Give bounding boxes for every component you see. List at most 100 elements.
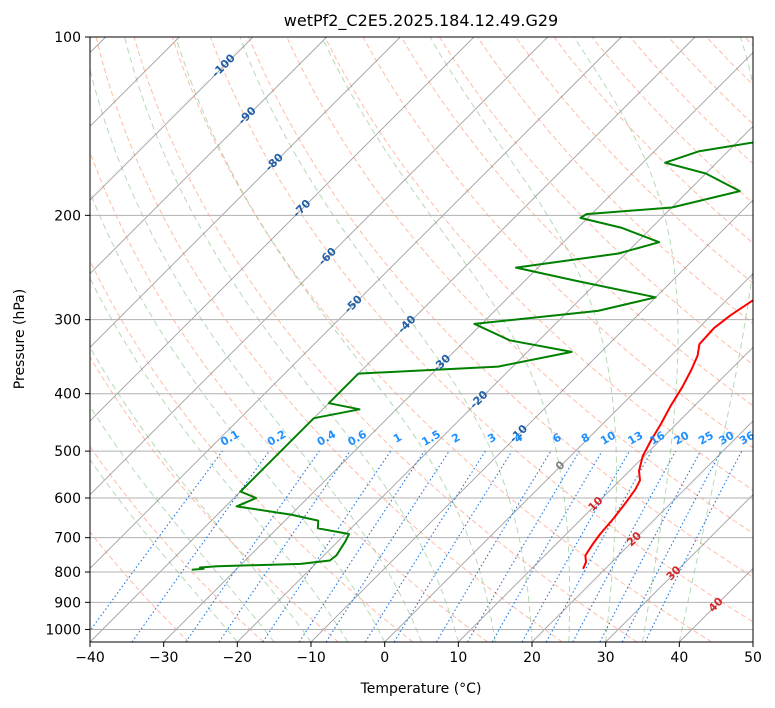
isotherm-label: -100: [209, 51, 238, 80]
dry-adiabat-line: [90, 356, 339, 642]
dry-adiabat-line: [477, 37, 753, 325]
dry-adiabat-line: [171, 37, 712, 642]
moist-adiabat-line: [175, 37, 496, 642]
mixing-ratio-label: 6: [551, 430, 564, 445]
mixing-ratio-label: 30: [717, 429, 737, 448]
y-tick-label: 400: [54, 387, 81, 403]
x-tick-label: −20: [223, 650, 253, 666]
x-tick-label: 30: [597, 650, 615, 666]
isotherm-line: [90, 37, 475, 422]
isotherm-label: -70: [290, 197, 313, 220]
isotherm-label: -30: [430, 351, 453, 374]
mixing-ratio-label: 16: [647, 429, 667, 448]
isotherm-label: -80: [263, 150, 286, 173]
mixing-ratio-line: [491, 450, 603, 642]
plot-frame: [89, 36, 754, 643]
mixing-ratio-label: 8: [579, 431, 592, 446]
isotherm-line: [605, 494, 753, 642]
y-tick-label: 700: [54, 531, 81, 547]
isotherm-line: [384, 273, 753, 642]
mixing-ratio-line: [90, 450, 223, 632]
mixing-ratio-line: [298, 450, 425, 642]
isotherm-line: [90, 37, 327, 275]
isotherm-line: [163, 52, 753, 642]
mixing-ratio-lines: [90, 450, 743, 642]
dry-adiabat-line: [438, 37, 753, 365]
mixing-ratio-line: [521, 450, 630, 642]
isotherm-line: [90, 37, 254, 201]
dry-adiabat-line: [210, 37, 753, 623]
isotherm-line: [531, 420, 753, 642]
mixing-ratio-line: [435, 450, 552, 642]
dry-adiabat-line: [133, 37, 638, 642]
dry-adiabat-line: [744, 37, 753, 47]
moist-adiabat-line: [90, 277, 349, 642]
mixing-ratio-label: 2: [449, 431, 462, 446]
temperature-profile-line: [582, 299, 753, 570]
x-axis: −40 −30 −20 −10 0 10 20 30 40 50: [75, 642, 762, 666]
dry-adiabat-line: [706, 37, 753, 86]
dry-adiabat-line: [90, 259, 414, 642]
mixing-ratio-label: 0.6: [345, 427, 369, 448]
isotherm-line: [310, 199, 753, 642]
mixing-ratio-line: [364, 450, 486, 642]
isotherm-line: [458, 346, 753, 642]
y-tick-label: 200: [54, 208, 81, 224]
pressure-gridlines: [90, 37, 753, 630]
dewpoint-profile-line: [191, 141, 753, 571]
mixing-ratio-line: [545, 450, 653, 642]
warm-isotherm-label: 40: [706, 595, 726, 615]
mixing-ratio-label: 13: [625, 429, 645, 448]
dry-adiabat-line: [90, 150, 488, 642]
moist-adiabat-line: [573, 37, 679, 642]
isotherm-label: -90: [236, 104, 259, 127]
mixing-ratio-line: [467, 450, 580, 642]
moist-adiabat-line: [90, 346, 312, 642]
isotherm-line: [752, 641, 753, 642]
mixing-ratio-label: 36: [737, 429, 757, 448]
mixing-ratio-line: [325, 450, 450, 642]
mixing-ratio-label: 3: [485, 431, 498, 446]
isotherm-line: [90, 37, 622, 569]
dry-adiabat-line: [324, 37, 753, 491]
mixing-ratio-line: [599, 450, 701, 642]
line-labels: -100-90-80-70-60-50-40-30-20-10010203040…: [209, 51, 757, 615]
dry-adiabat-line: [95, 37, 563, 642]
mixing-ratio-label: 1.5: [420, 428, 443, 449]
isotherm-label: -60: [316, 245, 339, 268]
y-tick-label: 1000: [45, 622, 81, 638]
y-axis-title: Pressure (hPa): [12, 289, 28, 389]
moist-adiabat-line: [90, 67, 422, 642]
x-tick-label: 50: [744, 650, 762, 666]
mixing-ratio-label: 1: [391, 431, 404, 446]
dry-adiabat-line: [591, 37, 753, 204]
mixing-ratio-label: 0.2: [265, 428, 288, 449]
chart-title: wetPf2_C2E5.2025.184.12.49.G29: [284, 11, 558, 31]
warm-isotherm-label: 10: [586, 494, 606, 514]
y-tick-label: 100: [54, 30, 81, 46]
x-tick-label: 20: [523, 650, 541, 666]
profile-series: [191, 141, 753, 571]
isotherm-line: [679, 567, 753, 642]
y-tick-label: 300: [54, 313, 81, 329]
y-axis: 100 200 300 400 500 600 700 800 900 1000: [45, 30, 90, 638]
x-tick-label: 40: [670, 650, 688, 666]
mixing-ratio-line: [185, 450, 320, 642]
y-tick-label: 900: [54, 595, 81, 611]
isotherm-line: [90, 37, 696, 642]
x-tick-label: −30: [149, 650, 179, 666]
x-tick-label: 10: [449, 650, 467, 666]
warm-isotherm-label: 0: [553, 458, 568, 473]
mixing-ratio-line: [218, 450, 351, 642]
y-tick-label: 500: [54, 444, 81, 460]
moist-adiabat-line: [678, 37, 753, 642]
warm-isotherm-label: 30: [664, 563, 684, 583]
plot-area: -100-90-80-70-60-50-40-30-20-10010203040…: [90, 37, 757, 642]
y-tick-label: 800: [54, 565, 81, 581]
dry-adiabat-line: [553, 37, 753, 244]
x-tick-label: −10: [296, 650, 326, 666]
dry-adiabats: [90, 37, 753, 642]
isotherm-line: [237, 125, 753, 642]
x-tick-label: 0: [380, 650, 389, 666]
